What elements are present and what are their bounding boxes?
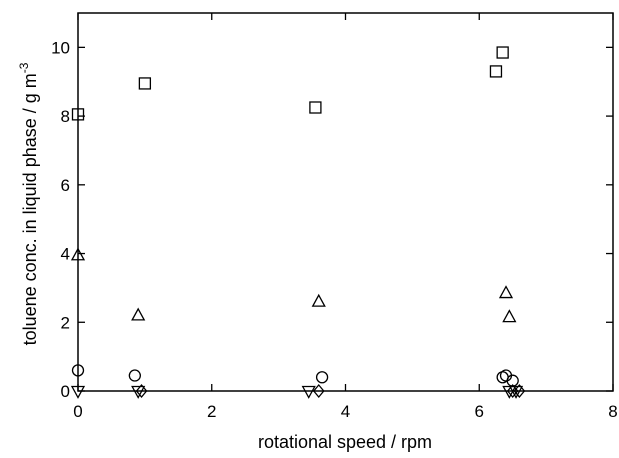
data-point-square xyxy=(496,46,509,59)
y-tick-label: 6 xyxy=(61,176,70,195)
data-markers xyxy=(70,46,526,399)
data-point-triangle-up xyxy=(498,285,514,299)
data-point-square xyxy=(138,77,152,90)
y-tick-label: 8 xyxy=(61,107,70,126)
data-point-diamond xyxy=(312,383,325,399)
data-point-circle xyxy=(128,369,141,382)
data-point-triangle-down xyxy=(508,385,524,399)
data-point-triangle-up xyxy=(311,293,326,307)
x-tick-label: 8 xyxy=(608,402,617,421)
y-tick-label: 2 xyxy=(61,313,70,332)
x-tick-label: 4 xyxy=(341,402,350,421)
x-axis-label: rotational speed / rpm xyxy=(258,432,432,452)
data-point-triangle-down xyxy=(131,385,146,399)
x-tick-label: 2 xyxy=(207,402,216,421)
y-tick-label: 4 xyxy=(61,245,70,264)
data-point-square xyxy=(309,101,322,114)
data-point-diamond xyxy=(513,383,526,399)
plot-area-frame xyxy=(77,12,614,392)
y-axis-label: toluene conc. in liquid phase / g m-3 xyxy=(17,62,40,345)
y-tick-label: 0 xyxy=(61,382,70,401)
axis-ticks: 0 2 4 6 8 0 2 4 6 8 10 xyxy=(51,13,618,421)
data-point-diamond xyxy=(135,383,148,399)
data-point-circle xyxy=(315,371,329,384)
data-point-triangle-down xyxy=(301,385,316,399)
data-point-square xyxy=(489,65,503,78)
data-point-triangle-up xyxy=(502,309,517,323)
data-point-triangle-up xyxy=(131,307,146,321)
x-tick-label: 6 xyxy=(475,402,484,421)
x-tick-label: 0 xyxy=(73,402,82,421)
y-tick-label: 10 xyxy=(51,38,70,57)
y-axis-label-exponent: -3 xyxy=(17,62,31,73)
